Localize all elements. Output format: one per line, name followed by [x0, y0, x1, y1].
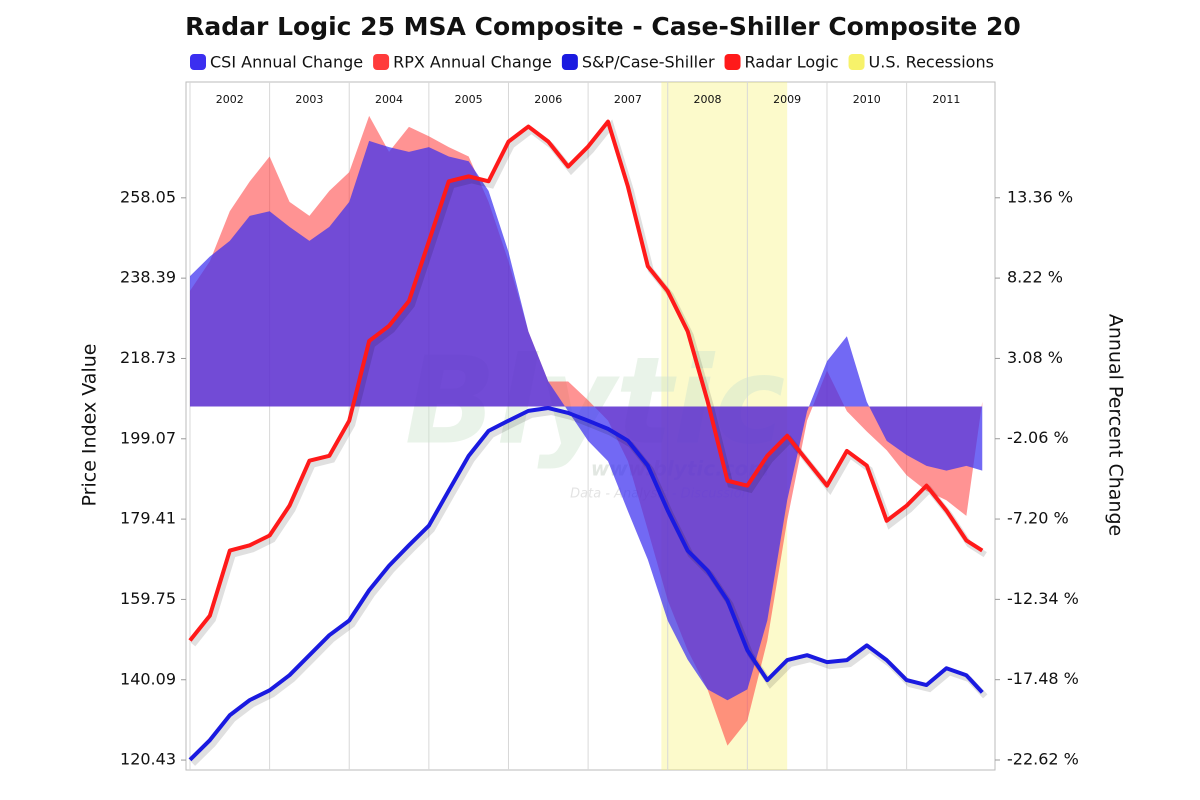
x-tick-label: 2011 — [932, 93, 960, 106]
legend-label: CSI Annual Change — [210, 53, 363, 72]
legend-swatch — [373, 54, 390, 70]
y-tick-label: 120.43 — [120, 750, 176, 769]
y-tick-label: 218.73 — [120, 348, 176, 367]
x-tick-label: 2003 — [295, 93, 323, 106]
x-tick-label: 2004 — [375, 93, 403, 106]
y-tick-label: 159.75 — [120, 589, 176, 608]
line — [188, 119, 984, 642]
y-tick-label: 199.07 — [120, 428, 176, 447]
y-axis-label: Price Index Value — [79, 344, 101, 507]
y-tick-label: 238.39 — [120, 268, 176, 287]
x-tick-label: 2008 — [694, 93, 722, 106]
legend-label: RPX Annual Change — [393, 53, 552, 72]
legend-swatch — [190, 54, 206, 70]
line-shadow — [190, 408, 988, 766]
plot-area: 2002 2003 2004 2005 2006 2007 2008 2009 2010 2011… — [120, 81, 1079, 771]
legend-swatch — [848, 54, 865, 70]
x-tick-label: 2009 — [773, 93, 801, 106]
y2-tick-label: 8.22 % — [1007, 268, 1063, 287]
legend-label: Radar Logic — [745, 53, 839, 72]
legend: CSI Annual Change RPX Annual Change S&P/Ca… — [190, 53, 994, 72]
x-tick-label: 2010 — [853, 93, 881, 106]
x-tick-label: 2005 — [455, 93, 483, 106]
y2-axis-label: Annual Percent Change — [1105, 314, 1127, 536]
x-tick-label: 2006 — [534, 93, 562, 106]
y-tick-label: 179.41 — [120, 509, 176, 528]
y2-tick-label: -2.06 % — [1007, 428, 1069, 447]
x-tick-label: 2007 — [614, 93, 642, 106]
legend-label: U.S. Recessions — [869, 53, 994, 72]
legend-label: S&P/Case-Shiller — [582, 53, 715, 72]
y2-tick-label: 3.08 % — [1007, 348, 1063, 367]
legend-swatch — [561, 54, 578, 70]
y2-tick-label: -22.62 % — [1007, 749, 1079, 768]
y2-tick-label: -7.20 % — [1007, 509, 1069, 528]
y2-tick-label: -17.48 % — [1007, 669, 1079, 688]
y-tick-label: 140.09 — [120, 669, 176, 688]
legend-swatch — [724, 54, 741, 70]
x-tick-label: 2002 — [216, 93, 244, 106]
y-tick-label: 258.05 — [120, 187, 176, 206]
y2-tick-label: 13.36 % — [1007, 187, 1073, 206]
line — [188, 406, 984, 762]
chart-title: Radar Logic 25 MSA Composite - Case-Shil… — [185, 12, 1021, 41]
y2-tick-label: -12.34 % — [1007, 589, 1079, 608]
